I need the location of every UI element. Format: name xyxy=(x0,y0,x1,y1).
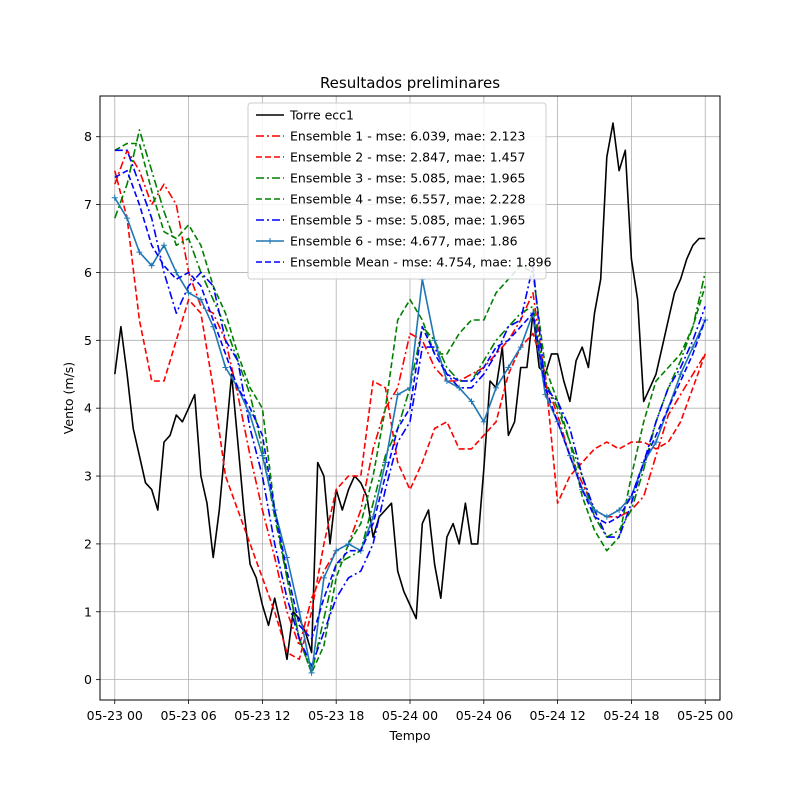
legend-label: Ensemble 4 - mse: 6.557, mae: 2.228 xyxy=(290,192,526,207)
data-point xyxy=(431,337,438,344)
data-point xyxy=(136,249,143,256)
x-tick-label: 05-24 06 xyxy=(456,708,512,723)
data-point xyxy=(222,364,229,371)
y-tick-label: 0 xyxy=(84,672,92,687)
data-point xyxy=(468,398,475,405)
data-point xyxy=(333,547,340,554)
data-point xyxy=(456,384,463,391)
series-5 xyxy=(114,149,706,667)
legend-marker xyxy=(267,238,273,244)
x-tick-label: 05-24 12 xyxy=(530,708,586,723)
y-axis-label: Vento (m/s) xyxy=(61,362,76,434)
data-point xyxy=(296,608,303,615)
y-tick-label: 5 xyxy=(84,333,92,348)
legend-label: Ensemble 6 - mse: 4.677, mae: 1.86 xyxy=(290,234,518,249)
data-point xyxy=(320,574,327,581)
series-3 xyxy=(114,129,706,674)
legend: Torre ecc1 Ensemble 1 - mse: 6.039, mae: … xyxy=(247,102,552,280)
data-point xyxy=(160,242,167,249)
y-tick-label: 4 xyxy=(84,401,92,416)
data-point xyxy=(259,452,266,459)
x-axis-label: Tempo xyxy=(389,728,431,743)
series-line xyxy=(114,169,706,640)
data-point xyxy=(640,459,647,466)
series-line xyxy=(114,170,706,661)
x-tick-label: 05-23 12 xyxy=(234,708,290,723)
legend-box xyxy=(247,102,547,280)
data-point xyxy=(591,506,598,513)
legend-label: Ensemble 2 - mse: 2.847, mae: 1.457 xyxy=(290,150,525,165)
data-point xyxy=(653,439,660,446)
y-tick-label: 3 xyxy=(84,469,92,484)
y-tick-label: 2 xyxy=(84,536,92,551)
series-line xyxy=(114,129,706,674)
data-point xyxy=(493,384,500,391)
series-0 xyxy=(114,122,706,661)
series-line xyxy=(114,142,706,674)
series-7 xyxy=(114,169,706,640)
data-point xyxy=(173,269,180,276)
legend-label: Ensemble 3 - mse: 5.085, mae: 1.965 xyxy=(290,171,525,186)
series-layer xyxy=(111,122,709,676)
data-point xyxy=(443,378,450,385)
data-point xyxy=(382,459,389,466)
chart-title: Resultados preliminares xyxy=(320,74,500,92)
data-point xyxy=(394,391,401,398)
data-point xyxy=(407,384,413,391)
y-ticks: 0 1 2 3 4 5 6 7 8 xyxy=(84,129,100,687)
series-4 xyxy=(114,142,706,674)
data-point xyxy=(197,296,204,303)
x-tick-label: 05-25 00 xyxy=(677,708,733,723)
y-tick-label: 8 xyxy=(84,129,92,144)
x-tick-label: 05-23 18 xyxy=(308,708,364,723)
data-point xyxy=(616,506,623,513)
data-point xyxy=(689,344,696,351)
legend-label: Torre ecc1 xyxy=(289,108,354,123)
x-tick-label: 05-23 06 xyxy=(160,708,216,723)
y-tick-label: 1 xyxy=(84,604,92,619)
data-point xyxy=(111,194,118,201)
data-point xyxy=(185,289,192,296)
y-tick-label: 6 xyxy=(84,265,92,280)
data-point xyxy=(603,513,610,520)
x-tick-label: 05-24 00 xyxy=(382,708,438,723)
data-point xyxy=(505,364,512,371)
data-point xyxy=(308,669,315,676)
series-line xyxy=(114,122,706,661)
x-tick-label: 05-24 18 xyxy=(603,708,659,723)
y-tick-label: 7 xyxy=(84,197,92,212)
series-line xyxy=(114,149,706,667)
data-point xyxy=(480,418,487,425)
data-point xyxy=(345,540,352,547)
legend-label: Ensemble Mean - mse: 4.754, mae: 1.896 xyxy=(290,255,552,270)
series-2 xyxy=(114,170,706,661)
series-6 xyxy=(111,194,709,676)
data-point xyxy=(124,215,131,222)
legend-label: Ensemble 1 - mse: 6.039, mae: 2.123 xyxy=(290,129,525,144)
x-tick-label: 05-23 00 xyxy=(87,708,143,723)
data-point xyxy=(247,411,254,418)
data-point xyxy=(517,344,524,351)
data-point xyxy=(148,262,155,269)
x-ticks: 05-23 00 05-23 06 05-23 12 05-23 18 05-24 00… xyxy=(87,700,733,723)
data-point xyxy=(677,371,684,378)
legend-label: Ensemble 5 - mse: 5.085, mae: 1.965 xyxy=(290,213,525,228)
